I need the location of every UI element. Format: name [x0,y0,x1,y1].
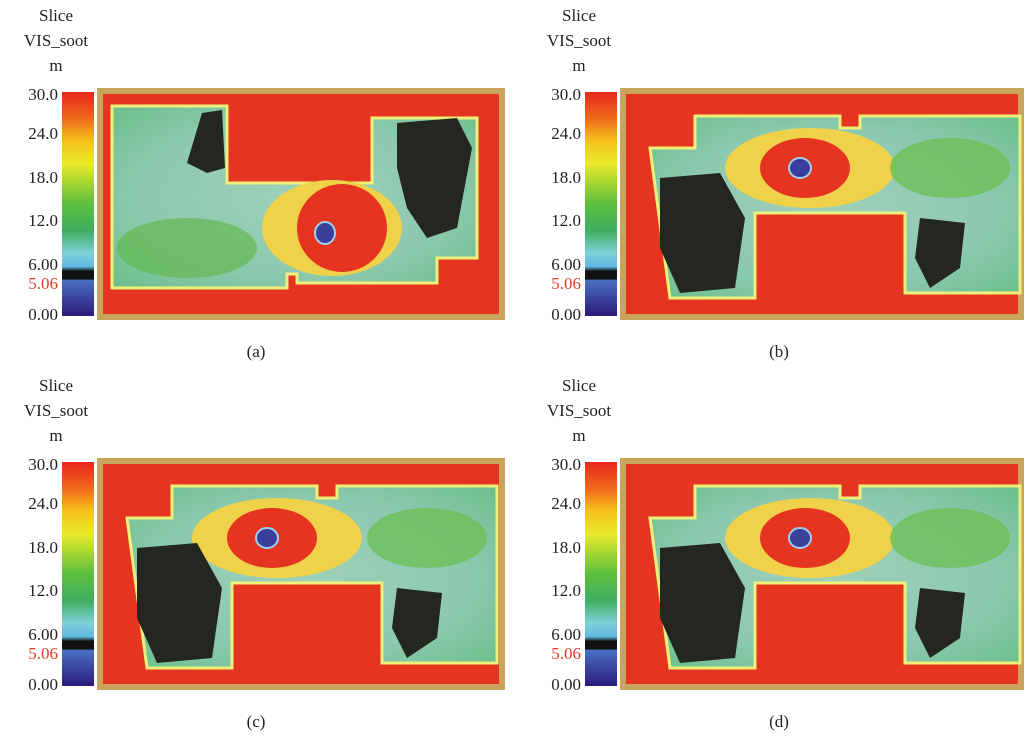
legend-title: m [49,426,62,445]
smoke-slice [97,88,505,320]
figure: SliceVIS_sootm30.024.018.012.06.000.005.… [0,0,1027,741]
colorbar-tick: 12.0 [551,211,581,230]
green-zone [117,218,257,278]
legend-title: Slice [562,376,596,395]
colorbar-tick: 6.00 [551,625,581,644]
legend-title: Slice [562,6,596,25]
threshold-label: 5.06 [28,274,58,293]
legend-title: VIS_soot [24,31,89,50]
green-zone [367,508,487,568]
core [256,528,278,548]
colorbar-tick: 12.0 [28,211,58,230]
caption: (c) [247,712,266,731]
smoke-slice [620,458,1024,690]
green-zone [890,508,1010,568]
colorbar-tick: 18.0 [28,538,58,557]
colorbar-tick: 12.0 [28,581,58,600]
colorbar-tick: 0.00 [551,305,581,324]
core [789,158,811,178]
threshold-label: 5.06 [28,644,58,663]
core [315,222,335,244]
colorbar-tick: 24.0 [551,494,581,513]
red-zone [297,184,387,272]
core [789,528,811,548]
threshold-label: 5.06 [551,274,581,293]
colorbar-tick: 18.0 [551,168,581,187]
legend-title: m [49,56,62,75]
legend-title: Slice [39,6,73,25]
green-zone [890,138,1010,198]
colorbar-tick: 24.0 [28,494,58,513]
colorbar [62,92,94,316]
colorbar-tick: 30.0 [551,85,581,104]
legend-title: m [572,426,585,445]
colorbar-tick: 24.0 [551,124,581,143]
colorbar-tick: 12.0 [551,581,581,600]
smoke-slice [97,458,505,690]
caption: (a) [247,342,266,361]
colorbar-tick: 0.00 [28,675,58,694]
colorbar-tick: 30.0 [28,455,58,474]
caption: (d) [769,712,789,731]
caption: (b) [769,342,789,361]
legend-title: Slice [39,376,73,395]
colorbar-tick: 30.0 [551,455,581,474]
colorbar [585,462,617,686]
colorbar-tick: 18.0 [551,538,581,557]
colorbar-tick: 6.00 [28,255,58,274]
colorbar-tick: 6.00 [28,625,58,644]
colorbar-tick: 0.00 [551,675,581,694]
colorbar-tick: 24.0 [28,124,58,143]
legend-title: VIS_soot [547,31,612,50]
colorbar-tick: 18.0 [28,168,58,187]
colorbar-tick: 6.00 [551,255,581,274]
legend-title: VIS_soot [24,401,89,420]
colorbar [62,462,94,686]
colorbar-tick: 0.00 [28,305,58,324]
legend-title: VIS_soot [547,401,612,420]
colorbar-tick: 30.0 [28,85,58,104]
legend-title: m [572,56,585,75]
threshold-label: 5.06 [551,644,581,663]
smoke-slice [620,88,1024,320]
colorbar [585,92,617,316]
